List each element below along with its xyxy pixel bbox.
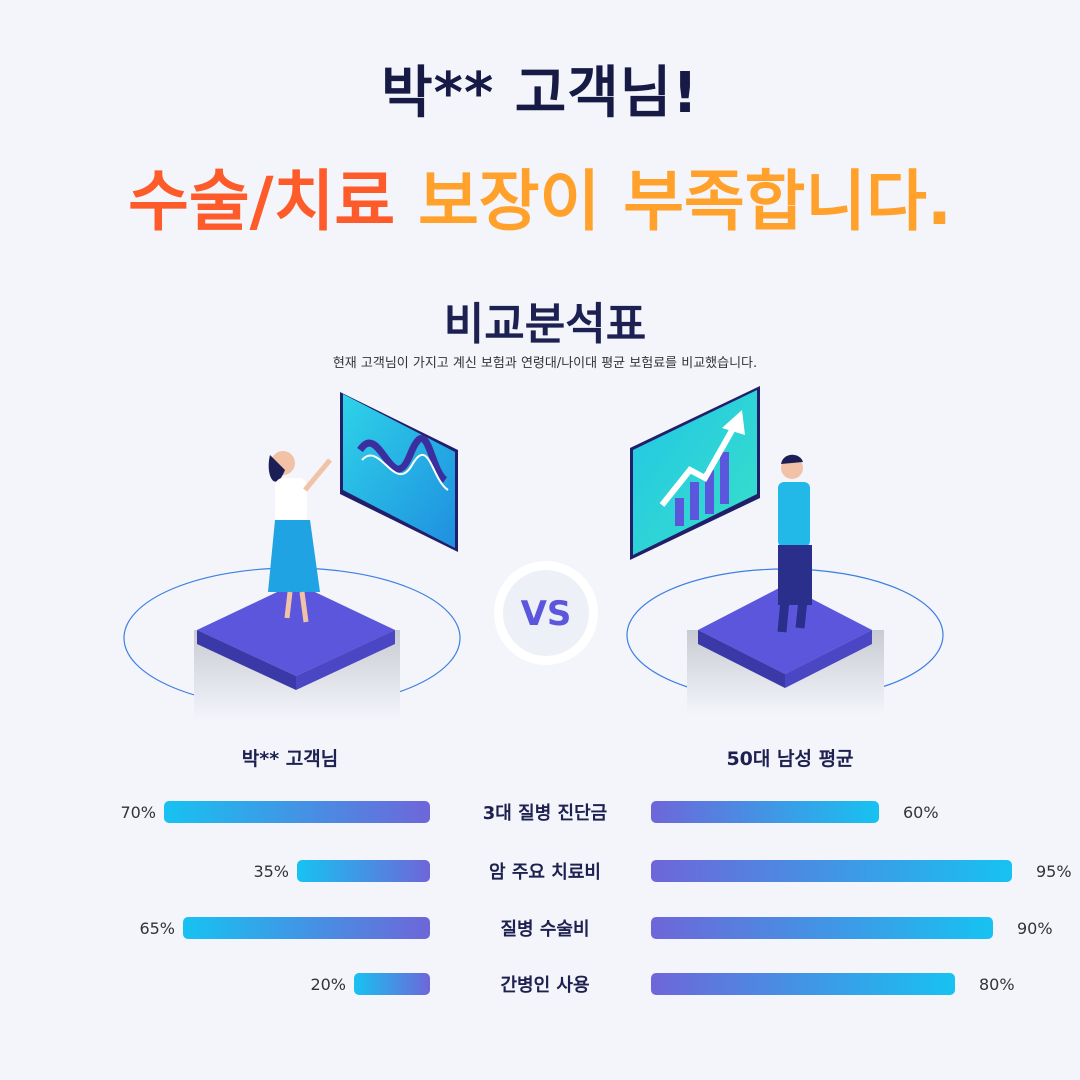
left-bar [297, 860, 430, 882]
left-percent: 35% [253, 862, 289, 881]
left-bar [164, 801, 430, 823]
category-label: 3대 질병 진단금 [482, 803, 608, 824]
headline-orange: 보장이 부족합니다. [418, 163, 952, 240]
greeting-title: 박** 고객님! [381, 61, 699, 126]
left-percent: 20% [310, 975, 346, 994]
right-percent: 60% [903, 803, 939, 822]
left-percent: 65% [139, 919, 175, 938]
section-title: 비교분석표 [443, 299, 647, 350]
right-percent: 95% [1036, 862, 1072, 881]
right-percent: 80% [979, 975, 1015, 994]
left-percent: 70% [120, 803, 156, 822]
category-label: 간병인 사용 [500, 975, 590, 996]
right-figure-illustration [626, 386, 944, 715]
category-label: 질병 수술비 [500, 919, 590, 940]
left-bar [183, 917, 430, 939]
left-figure-illustration [123, 392, 461, 720]
right-bar [651, 801, 879, 823]
headline-red: 수술/치료 [128, 163, 396, 240]
right-bar [651, 860, 1012, 882]
right-bar [651, 917, 993, 939]
headline: 수술/치료 보장이 부족합니다. [0, 148, 1080, 244]
right-percent: 90% [1017, 919, 1053, 938]
vs-label: VS [521, 594, 572, 634]
section-subtitle: 현재 고객님이 가지고 계신 보험과 연령대/나이대 평균 보험료를 비교했습니… [332, 356, 758, 371]
category-label: 암 주요 치료비 [489, 862, 601, 883]
left-bar [354, 973, 430, 995]
left-column-title: 박** 고객님 [241, 748, 339, 770]
vs-badge: VS [494, 561, 598, 665]
right-column-title: 50대 남성 평균 [726, 748, 854, 770]
right-bar [651, 973, 955, 995]
comparison-illustration: VS [123, 386, 944, 720]
